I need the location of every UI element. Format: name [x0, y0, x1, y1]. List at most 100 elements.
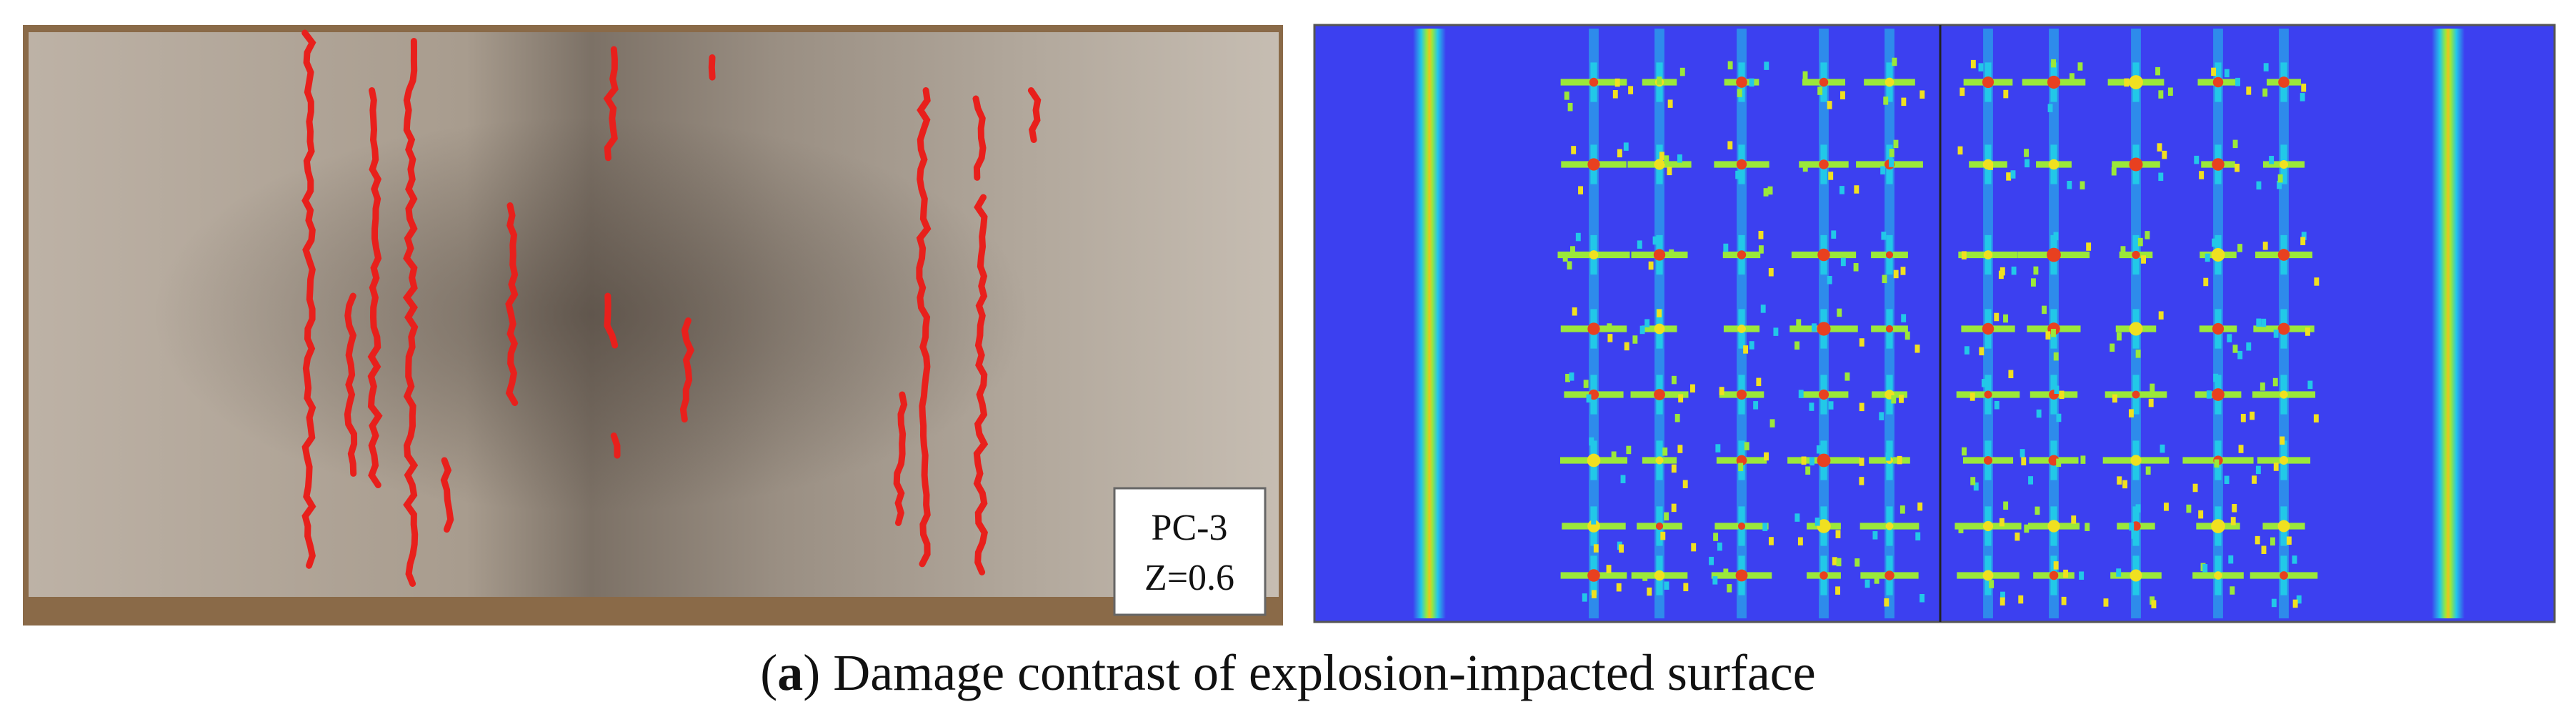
crack — [604, 292, 619, 349]
damage-speck — [2085, 523, 2090, 531]
damage-speck — [1814, 518, 1820, 526]
damage-speck — [2111, 167, 2117, 176]
damage-speck — [1796, 319, 1802, 327]
damage-speck — [1880, 166, 1886, 175]
damage-speck — [2120, 246, 2126, 254]
damage-speck — [1664, 581, 1669, 590]
damage-speck — [1900, 267, 1906, 275]
damage-speck — [1769, 419, 1775, 427]
crack — [301, 29, 316, 569]
damage-speck — [2051, 59, 2056, 68]
damage-spot — [2279, 455, 2289, 465]
damage-speck — [2273, 330, 2279, 338]
damage-speck — [1626, 445, 1632, 455]
damage-speck — [1835, 586, 1840, 595]
damage-speck — [1764, 61, 1769, 70]
damage-spot — [2212, 76, 2224, 88]
damage-speck — [2056, 458, 2062, 468]
damage-spot — [1654, 389, 1665, 400]
damage-spot — [2129, 75, 2143, 89]
damage-speck — [1827, 101, 1832, 109]
damage-speck — [1919, 594, 1925, 603]
damage-speck — [1677, 154, 1682, 163]
damage-spot — [2212, 158, 2225, 171]
damage-speck — [1901, 97, 1907, 107]
damage-speck — [2240, 413, 2246, 422]
damage-spot — [2047, 520, 2060, 533]
simulation-panel — [1313, 24, 2556, 623]
damage-speck — [1719, 387, 1724, 395]
damage-speck — [2238, 445, 2244, 453]
damage-speck — [1591, 590, 1597, 598]
damage-speck — [1854, 185, 1859, 194]
crack — [893, 391, 908, 526]
damage-speck — [1854, 558, 1860, 567]
damage-speck — [1958, 525, 1964, 533]
damage-speck — [1904, 331, 1910, 340]
damage-speck — [2292, 599, 2298, 608]
damage-speck — [1743, 345, 1749, 354]
damage-speck — [2131, 530, 2137, 539]
damage-spot — [1655, 456, 1664, 465]
damage-speck — [1664, 155, 1669, 164]
damage-speck — [1962, 447, 1967, 456]
crack — [972, 95, 987, 181]
damage-speck — [2246, 342, 2252, 351]
damage-spot — [2211, 519, 2225, 533]
damage-speck — [2054, 385, 2060, 395]
damage-speck — [1569, 372, 1574, 381]
damage-speck — [1667, 167, 1672, 176]
damage-spot — [1735, 569, 1748, 582]
damage-speck — [2080, 455, 2086, 464]
damage-speck — [1562, 253, 1568, 262]
damage-speck — [2224, 475, 2230, 485]
damage-speck — [1735, 170, 1741, 179]
specimen-tag — [1113, 487, 1267, 616]
damage-speck — [1981, 379, 1987, 387]
damage-speck — [1662, 447, 1668, 456]
damage-spot — [1587, 520, 1600, 533]
damage-spot — [1589, 250, 1599, 259]
damage-speck — [1659, 152, 1664, 160]
damage-speck — [1960, 87, 1965, 97]
damage-speck — [1802, 163, 1808, 172]
damage-speck — [1764, 452, 1769, 461]
crack-group — [301, 29, 1042, 587]
damage-speck — [2069, 73, 2075, 81]
crack — [505, 202, 519, 406]
damage-speck — [1970, 477, 1976, 485]
damage-speck — [2117, 476, 2122, 485]
damage-speck — [2272, 377, 2278, 387]
damage-speck — [1620, 475, 1626, 483]
damage-speck — [1859, 477, 1864, 485]
damage-speck — [1859, 338, 1864, 347]
damage-speck — [2300, 93, 2305, 102]
damage-speck — [1917, 502, 1923, 511]
damage-speck — [1809, 402, 1814, 411]
damage-speck — [2047, 104, 2053, 112]
damage-spot — [2132, 390, 2140, 399]
damage-speck — [1816, 445, 1822, 454]
damage-speck — [1817, 86, 1823, 95]
damage-speck — [1570, 246, 1575, 254]
damage-speck — [1874, 575, 1879, 584]
damage-spot — [1817, 322, 1831, 336]
damage-speck — [2056, 413, 2062, 422]
damage-speck — [1578, 186, 1584, 194]
damage-speck — [1915, 532, 1921, 541]
damage-speck — [2237, 350, 2243, 360]
damage-speck — [2000, 267, 2005, 276]
damage-speck — [1773, 327, 1779, 336]
damage-speck — [1623, 142, 1629, 151]
damage-spot — [1983, 455, 1993, 465]
damage-speck — [1893, 270, 1899, 279]
damage-speck — [2270, 537, 2275, 546]
damage-speck — [2262, 242, 2268, 250]
damage-speck — [1647, 587, 1652, 596]
damage-spot — [2130, 455, 2142, 466]
damage-spot — [1819, 571, 1828, 580]
damage-spot — [2047, 75, 2061, 89]
damage-speck — [2018, 595, 2024, 604]
damage-speck — [2205, 253, 2210, 262]
